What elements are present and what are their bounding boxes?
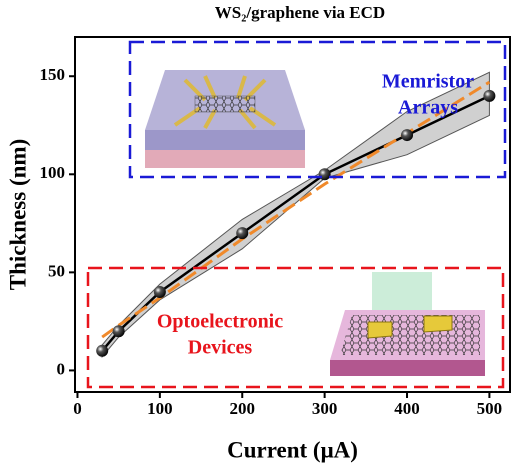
x-axis-label: Current (μA) — [227, 437, 358, 462]
memristor-icon — [145, 70, 305, 168]
annotation-text: Optoelectronic — [157, 311, 283, 333]
data-point — [153, 285, 166, 298]
annotation-box — [86, 266, 505, 389]
x-tick-label: 400 — [394, 399, 420, 418]
x-tick-label: 200 — [229, 399, 255, 418]
annotation-box — [128, 40, 507, 179]
data-point — [483, 89, 496, 102]
y-tick-label: 100 — [40, 163, 66, 182]
annotation-text: Memristor — [382, 71, 474, 93]
y-axis-label: Thickness (nm) — [5, 139, 30, 290]
x-tick-label: 100 — [147, 399, 173, 418]
y-tick-label: 50 — [48, 261, 65, 280]
annotation-text: Arrays — [398, 97, 458, 119]
data-point — [401, 129, 414, 142]
plot-frame — [74, 36, 511, 393]
y-tick-label: 0 — [57, 359, 66, 378]
chart-title: WS₂/graphene via ECD — [215, 3, 385, 22]
data-point — [96, 344, 109, 357]
x-tick-label: 300 — [312, 399, 338, 418]
data-point — [318, 168, 331, 181]
y-tick-label: 150 — [40, 65, 66, 84]
annotation-text: Devices — [188, 337, 253, 359]
x-tick-label: 0 — [73, 399, 82, 418]
x-tick-label: 500 — [477, 399, 503, 418]
data-point — [112, 325, 125, 338]
data-point — [236, 227, 249, 240]
optoelectronic-icon — [330, 272, 485, 376]
